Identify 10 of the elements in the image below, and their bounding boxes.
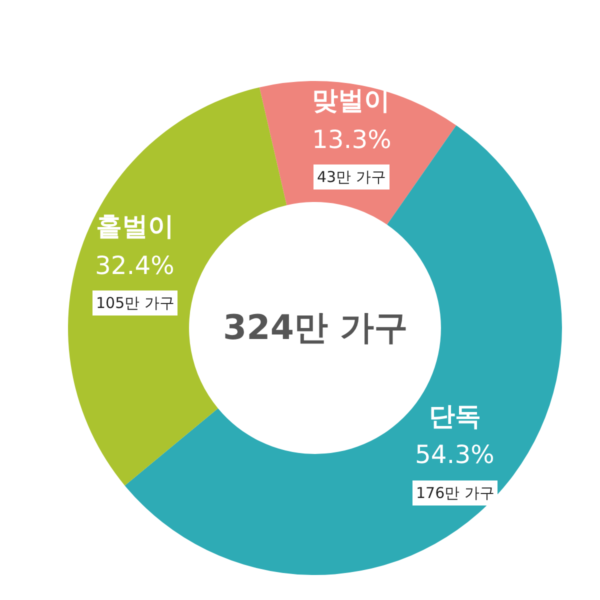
text: 43만 가구 [317,168,386,186]
data-label: 32.4% [95,251,174,280]
slice-label: 홑벌이 [96,212,174,242]
text: 176만 가구 [416,484,494,502]
data-label: 13.3% [312,125,392,154]
text: 324만 가구 [223,308,408,348]
slice-label: 맞벌이 [312,86,390,116]
data-label: 54.3% [415,440,494,469]
text: 105만 가구 [96,294,174,312]
slice-label: 단독 [429,402,481,432]
